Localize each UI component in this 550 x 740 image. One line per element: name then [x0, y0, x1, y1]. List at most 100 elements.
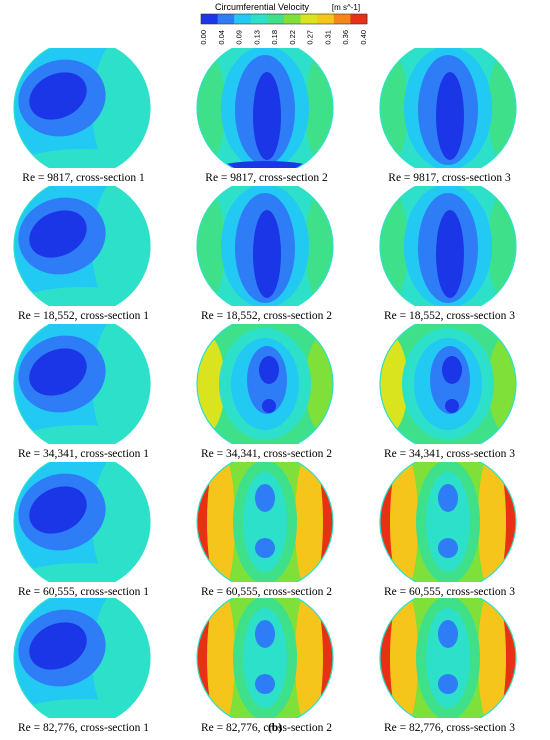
contour-plot: [379, 48, 517, 168]
colorbar-tick-label: 0.04: [217, 30, 226, 45]
panel-caption: Re = 34,341, cross-section 1: [17, 448, 150, 460]
colorbar-unit: [m s^-1]: [332, 3, 360, 12]
contour-plot: [13, 186, 151, 306]
colorbar-outline: [200, 13, 368, 25]
cross-section-outline: [196, 48, 334, 168]
contour-region: [253, 72, 281, 160]
contour-region: [478, 462, 506, 582]
colorbar-tick-label: 0.13: [252, 30, 261, 45]
contour-region: [207, 462, 235, 582]
contour-region: [197, 186, 225, 306]
contour-region: [390, 598, 418, 718]
contour-plot: [13, 48, 151, 168]
contour-region: [197, 48, 225, 168]
cross-section-outline: [196, 462, 334, 582]
panel-caption: Re = 9817, cross-section 3: [388, 172, 511, 184]
colorbar-swatch: [350, 14, 368, 24]
cross-section-outline: [379, 598, 517, 718]
contour-region: [262, 399, 276, 413]
contour-region: [305, 334, 333, 434]
contour-region: [22, 149, 142, 168]
contour-region: [438, 484, 458, 512]
panel-caption: Re = 9817, cross-section 2: [205, 172, 328, 184]
contour-region: [438, 620, 458, 648]
colorbar-swatch: [234, 14, 252, 24]
contour-region: [255, 674, 275, 694]
panel-caption: Re = 60,555, cross-section 2: [200, 586, 333, 598]
panel-caption: Re = 60,555, cross-section 1: [17, 586, 150, 598]
panel-caption: Re = 82,776, cross-section 3: [383, 722, 516, 734]
contour-region: [22, 425, 142, 444]
contour-region: [29, 486, 87, 534]
contour-region: [22, 563, 142, 582]
figure-label: (b): [267, 722, 283, 734]
contour-region: [436, 72, 464, 160]
colorbar-swatch: [250, 14, 268, 24]
contour-region: [22, 699, 142, 718]
colorbar-swatch: [317, 14, 335, 24]
contour-region: [445, 399, 459, 413]
contour-region: [255, 620, 275, 648]
contour-plot: [379, 186, 517, 306]
colorbar-legend: Circumferential Velocity [m s^-1] 0.00 0.…: [199, 2, 368, 45]
contour-region: [390, 462, 418, 582]
contour-region: [380, 186, 408, 306]
panel-caption: Re = 18,552, cross-section 3: [383, 310, 516, 322]
colorbar-swatch: [300, 14, 318, 24]
colorbar-tick-label: 0.40: [359, 30, 368, 45]
colorbar-tick-label: 0.18: [270, 30, 279, 45]
contour-region: [478, 598, 506, 718]
contour-plot: [196, 462, 334, 582]
panel-caption: Re = 34,341, cross-section 3: [383, 448, 516, 460]
contour-region: [205, 161, 325, 168]
contour-region: [488, 334, 516, 434]
colorbar-tick-label: 0.00: [199, 30, 208, 45]
contour-plot: [13, 324, 151, 444]
colorbar-tick-label: 0.09: [235, 30, 244, 45]
contour-region: [442, 356, 462, 384]
contour-region: [29, 210, 87, 258]
contour-region: [305, 186, 333, 306]
contour-plot: [379, 598, 517, 718]
contour-plot: [379, 462, 517, 582]
colorbar-swatch: [333, 14, 351, 24]
contour-region: [426, 608, 470, 708]
colorbar-tick-label: 0.31: [323, 30, 332, 45]
cross-section-outline: [379, 462, 517, 582]
cross-section-outline: [196, 324, 334, 444]
contour-region: [29, 72, 87, 120]
contour-region: [488, 186, 516, 306]
contour-plot: [379, 324, 517, 444]
contour-plot: [13, 598, 151, 718]
contour-region: [29, 348, 87, 396]
contour-region: [255, 538, 275, 558]
panel-caption: Re = 9817, cross-section 1: [22, 172, 145, 184]
panel-caption: Re = 18,552, cross-section 2: [200, 310, 333, 322]
contour-region: [380, 48, 408, 168]
colorbar-swatch: [284, 14, 301, 24]
colorbar-tick-label: 0.36: [341, 30, 350, 45]
cross-section-outline: [13, 324, 151, 444]
contour-plot: [196, 598, 334, 718]
cross-section-outline: [379, 324, 517, 444]
contour-region: [243, 472, 287, 572]
cross-section-outline: [13, 598, 151, 718]
contour-region: [255, 484, 275, 512]
contour-plot: [13, 462, 151, 582]
contour-region: [197, 334, 225, 434]
contour-region: [207, 598, 235, 718]
cross-section-outline: [379, 48, 517, 168]
contour-plot: [196, 48, 334, 168]
contour-region: [438, 674, 458, 694]
panel-caption: Re = 60,555, cross-section 3: [383, 586, 516, 598]
contour-region: [253, 210, 281, 298]
panel-caption: Re = 82,776, cross-section 2: [200, 722, 333, 734]
panel-caption: Re = 34,341, cross-section 2: [200, 448, 333, 460]
contour-region: [438, 538, 458, 558]
cross-section-outline: [13, 186, 151, 306]
contour-region: [243, 608, 287, 708]
contour-region: [426, 472, 470, 572]
contour-region: [295, 598, 323, 718]
panel-caption: Re = 82,776, cross-section 1: [17, 722, 150, 734]
